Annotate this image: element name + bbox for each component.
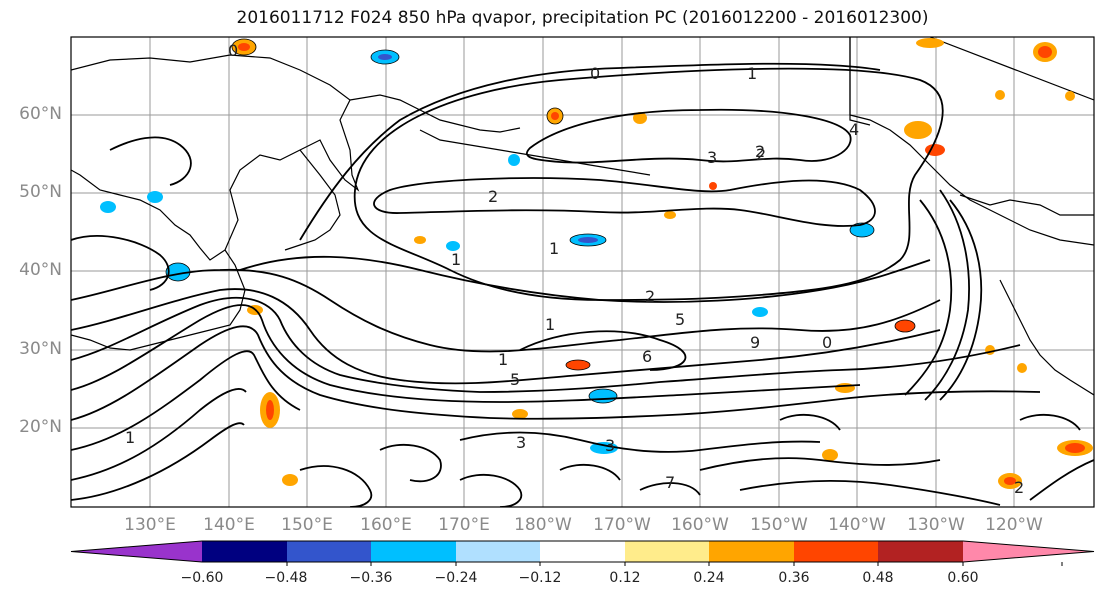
colorbar-tick-label: 0.12	[609, 570, 641, 586]
colorbar-tick-label: 0.36	[778, 570, 810, 586]
colorbar-segment	[202, 541, 287, 562]
colorbar	[70, 540, 1095, 566]
contour-label: 7	[665, 473, 675, 492]
colorbar-tick-label: 0.48	[862, 570, 894, 586]
lon-label: 160°E	[360, 515, 412, 535]
contour-label: 2	[645, 287, 655, 306]
lat-label: 60°N	[19, 104, 62, 124]
lon-label: 120°W	[985, 515, 1043, 535]
contour-label: 2	[488, 187, 498, 206]
plot-frame	[70, 36, 1095, 508]
lat-label: 30°N	[19, 339, 62, 359]
contour-label: 1	[451, 250, 461, 269]
contour-label: 0	[590, 64, 600, 83]
contour-label: 4	[849, 120, 859, 139]
contour-label: 2	[756, 145, 766, 164]
colorbar-segment	[456, 541, 540, 562]
contour-label: 3	[516, 433, 526, 452]
contour-label: 1	[125, 428, 135, 447]
colorbar-segment	[794, 541, 878, 562]
colorbar-segment	[540, 541, 625, 562]
lat-label: 20°N	[19, 417, 62, 437]
lon-label: 180°W	[514, 515, 572, 535]
contour-label: 1	[549, 239, 559, 258]
colorbar-tick-label: −0.24	[434, 570, 478, 586]
lon-label: 140°W	[828, 515, 886, 535]
contour-lines	[71, 62, 1094, 507]
contour-label: 1	[747, 64, 757, 83]
colorbar-segment	[71, 541, 202, 562]
contour-label: 1	[545, 315, 555, 334]
lat-label: 40°N	[19, 260, 62, 280]
lat-label: 50°N	[19, 182, 62, 202]
contour-label: 0	[822, 333, 832, 352]
contour-label: 5	[510, 370, 520, 389]
contour-label: 6	[642, 347, 652, 366]
contour-label: 2	[755, 142, 765, 161]
colorbar-segment	[963, 541, 1094, 562]
colorbar-tick-label: 0.24	[693, 570, 725, 586]
lon-label: 150°W	[750, 515, 808, 535]
colorbar-segment	[709, 541, 794, 562]
contour-label: 0	[228, 41, 238, 60]
contour-label: 3	[605, 436, 615, 455]
coastlines	[71, 37, 1094, 396]
gridlines	[71, 37, 1094, 507]
colorbar-segment	[371, 541, 456, 562]
lon-label: 170°E	[438, 515, 490, 535]
lon-label: 170°W	[593, 515, 651, 535]
colorbar-tick-label: 0.60	[947, 570, 979, 586]
contour-label: 2	[1014, 478, 1024, 497]
lon-label: 130°W	[907, 515, 965, 535]
contour-label: 9	[750, 333, 760, 352]
colorbar-outline	[70, 540, 1095, 563]
contour-label: 5	[675, 310, 685, 329]
lon-label: 150°E	[281, 515, 333, 535]
colorbar-segment	[878, 541, 963, 562]
colorbar-tick-label: −0.12	[518, 570, 562, 586]
colorbar-tick-label: −0.48	[264, 570, 308, 586]
lon-label: 130°E	[124, 515, 176, 535]
contour-label: 1	[498, 350, 508, 369]
contour-label: 3	[707, 148, 717, 167]
lon-label: 160°W	[671, 515, 729, 535]
colorbar-tick-label: −0.36	[349, 570, 393, 586]
colorbar-segment	[287, 541, 371, 562]
map-title: 2016011712 F024 850 hPa qvapor, precipit…	[236, 8, 929, 28]
colorbar-segment	[625, 541, 709, 562]
lon-label: 140°E	[203, 515, 255, 535]
colorbar-tick-label: −0.60	[180, 570, 224, 586]
